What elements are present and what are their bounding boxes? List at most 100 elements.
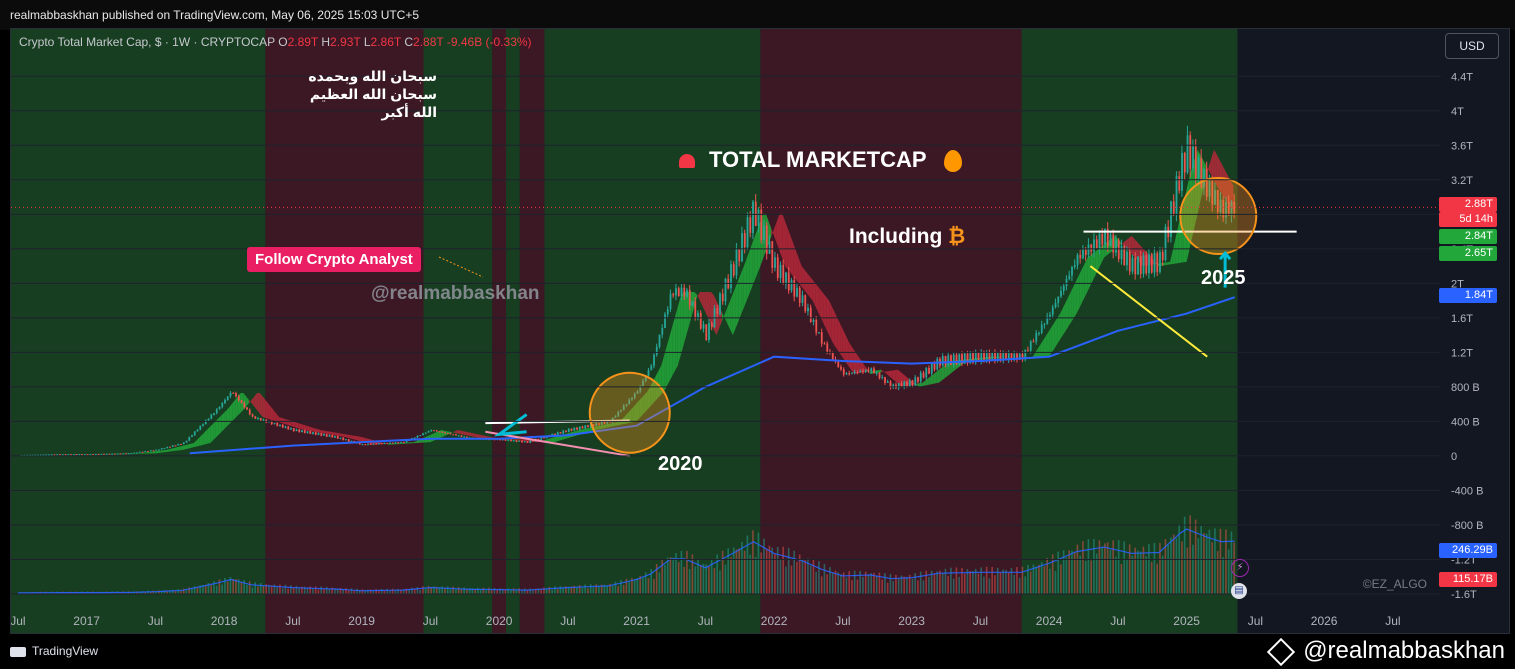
candle-body <box>1153 253 1156 273</box>
volume-bar <box>394 590 397 594</box>
y-tick-12: -400 B <box>1451 485 1483 497</box>
candle-body <box>1068 275 1071 280</box>
candle-body <box>963 353 966 364</box>
candle-body <box>1076 254 1079 266</box>
volume-bar <box>779 559 782 594</box>
candle-body <box>422 433 424 436</box>
volume-bar <box>933 573 936 594</box>
candle-body <box>262 419 265 421</box>
volume-bar <box>444 588 446 594</box>
ribbon-segment <box>1175 225 1179 264</box>
ribbon-segment <box>738 273 742 322</box>
volume-bar <box>1225 529 1227 594</box>
regime-band-1 <box>265 29 424 633</box>
candle-body <box>169 446 171 448</box>
volume-bar <box>499 588 501 594</box>
candle-body <box>1005 352 1007 361</box>
ribbon-segment <box>397 442 401 445</box>
volume-bar <box>1010 568 1013 594</box>
candle-body <box>1233 201 1236 214</box>
ribbon-segment <box>595 426 599 431</box>
ribbon-segment <box>309 426 313 432</box>
candle-body <box>721 293 724 302</box>
volume-bar <box>182 588 185 594</box>
candle-body <box>1123 245 1126 266</box>
volume-bar <box>281 588 284 594</box>
volume-bar <box>171 589 174 594</box>
vol-ma-tag: 246.29B <box>1439 543 1497 558</box>
volume-bar <box>257 586 259 594</box>
volume-bar <box>1161 555 1164 594</box>
volume-bar <box>1040 562 1043 594</box>
volume-bar <box>732 547 735 594</box>
candle-body <box>364 444 367 446</box>
candle-body <box>537 438 540 440</box>
ribbon-segment <box>235 396 238 419</box>
ribbon-segment <box>851 345 854 374</box>
volume-bar <box>710 559 713 594</box>
candle-body <box>446 433 449 435</box>
volume-bar <box>1093 538 1095 594</box>
candle-body <box>400 441 402 443</box>
candle-body <box>1148 254 1150 274</box>
volume-bar <box>309 586 311 594</box>
volume-bar <box>576 587 578 594</box>
volume-bar <box>807 558 809 594</box>
ribbon-segment <box>666 335 670 387</box>
tradingview-logo[interactable]: TradingView <box>10 644 98 658</box>
candle-body <box>1205 169 1208 197</box>
ribbon-segment <box>809 276 813 301</box>
volume-bar <box>510 589 512 594</box>
candle-body <box>119 453 122 455</box>
ribbon-segment <box>774 221 777 244</box>
candle-body <box>988 352 991 362</box>
ribbon-segment <box>196 437 200 447</box>
candle-body <box>886 381 889 383</box>
volume-bar <box>548 586 551 594</box>
volume-bar <box>1172 534 1175 594</box>
candle-body <box>567 428 570 433</box>
volume-bar <box>988 578 991 594</box>
volume-bar <box>1175 538 1178 594</box>
volume-bar <box>336 588 339 594</box>
candle-body <box>196 429 199 432</box>
candle-body <box>856 372 859 374</box>
candle-body <box>257 418 259 420</box>
candle-body <box>985 352 988 362</box>
volume-bar <box>878 572 881 594</box>
symbol-legend[interactable]: Crypto Total Market Cap, $ · 1W · CRYPTO… <box>19 35 532 49</box>
volume-bar <box>290 585 292 594</box>
volume-bar <box>301 586 303 594</box>
volume-bar <box>479 589 482 594</box>
candle-body <box>919 372 922 382</box>
candle-body <box>246 407 248 410</box>
candle-body <box>1043 323 1046 325</box>
candle-body <box>1062 285 1065 292</box>
ribbon-segment <box>306 425 310 431</box>
x-tick-4: Jul <box>285 614 301 628</box>
candle-body <box>457 435 460 437</box>
ribbon-segment <box>342 433 346 437</box>
candle-body <box>840 366 842 370</box>
x-tick-14: Jul <box>972 614 989 628</box>
candle-body <box>686 290 688 297</box>
ribbon-segment <box>818 286 821 318</box>
us-flag-icon[interactable]: ▤ <box>1231 583 1247 599</box>
volume-bar <box>980 567 982 594</box>
ribbon-segment <box>752 236 755 287</box>
candle-body <box>1016 353 1018 360</box>
candle-body <box>155 449 158 451</box>
volume-bar <box>763 538 765 594</box>
lightning-icon[interactable]: ⚡ <box>1231 559 1249 577</box>
candle-body <box>1038 332 1040 334</box>
ribbon-segment <box>705 291 709 318</box>
ribbon-segment <box>1189 166 1193 250</box>
candle-body <box>276 422 279 426</box>
candle-body <box>147 451 149 453</box>
ribbon-segment <box>331 431 335 436</box>
currency-button[interactable]: USD <box>1445 33 1499 59</box>
candle-body <box>1079 254 1082 259</box>
candle-body <box>776 257 779 278</box>
